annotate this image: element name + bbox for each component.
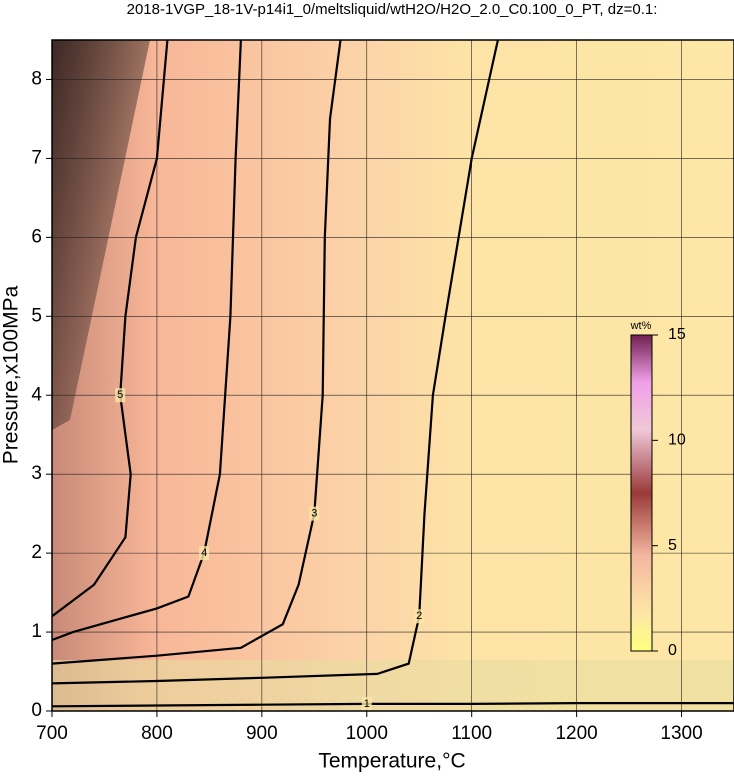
- x-tick-label: 1200: [555, 723, 597, 744]
- y-tick-label: 2: [31, 542, 42, 563]
- x-axis-label: Temperature,°C: [318, 750, 465, 773]
- contour-label-bg: [115, 388, 126, 403]
- contour-line: [52, 40, 342, 665]
- y-tick-label: 3: [31, 463, 42, 484]
- colorbar-tick-label: 5: [668, 537, 677, 554]
- plot-frame: [51, 39, 734, 712]
- dark-region: [52, 40, 150, 430]
- chart-title: 2018-1VGP_18-1V-p14i1_0/meltsliquid/wtH2…: [127, 1, 658, 18]
- y-tick-label: 8: [31, 68, 42, 89]
- contour-label: 1: [364, 698, 370, 710]
- y-tick-label: 0: [31, 700, 42, 721]
- contour-line: [52, 40, 242, 642]
- x-tick-label: 700: [36, 723, 68, 744]
- colorbar-tick-label: 15: [668, 326, 686, 343]
- contour-label: 5: [117, 389, 123, 401]
- contour-label-bg: [309, 506, 320, 521]
- contour-label: 2: [416, 610, 422, 622]
- contour-label: 4: [201, 547, 207, 559]
- x-tick-label: 800: [141, 723, 173, 744]
- contour-label: 3: [311, 508, 317, 520]
- x-tick-label: 900: [246, 723, 278, 744]
- x-tick-label: 1000: [346, 723, 388, 744]
- y-tick-label: 5: [31, 305, 42, 326]
- colorbar-tick-label: 10: [668, 432, 686, 449]
- contour-label-bg: [361, 696, 372, 711]
- y-tick-label: 6: [31, 226, 42, 247]
- colorbar-tick-label: 0: [668, 642, 677, 659]
- contour-line: [52, 40, 169, 618]
- plot-background: [52, 40, 734, 711]
- y-tick-label: 4: [31, 384, 42, 405]
- y-tick-label: 7: [31, 147, 42, 168]
- contour-label-bg: [199, 546, 210, 561]
- y-axis-label: Pressure,x100MPa: [0, 285, 23, 464]
- colorbar-label: wt%: [630, 320, 652, 332]
- y-tick-label: 1: [31, 621, 42, 642]
- colorbar: [630, 334, 653, 652]
- contour-label-bg: [414, 609, 425, 624]
- x-tick-label: 1100: [451, 723, 492, 744]
- x-tick-label: 1300: [660, 723, 702, 744]
